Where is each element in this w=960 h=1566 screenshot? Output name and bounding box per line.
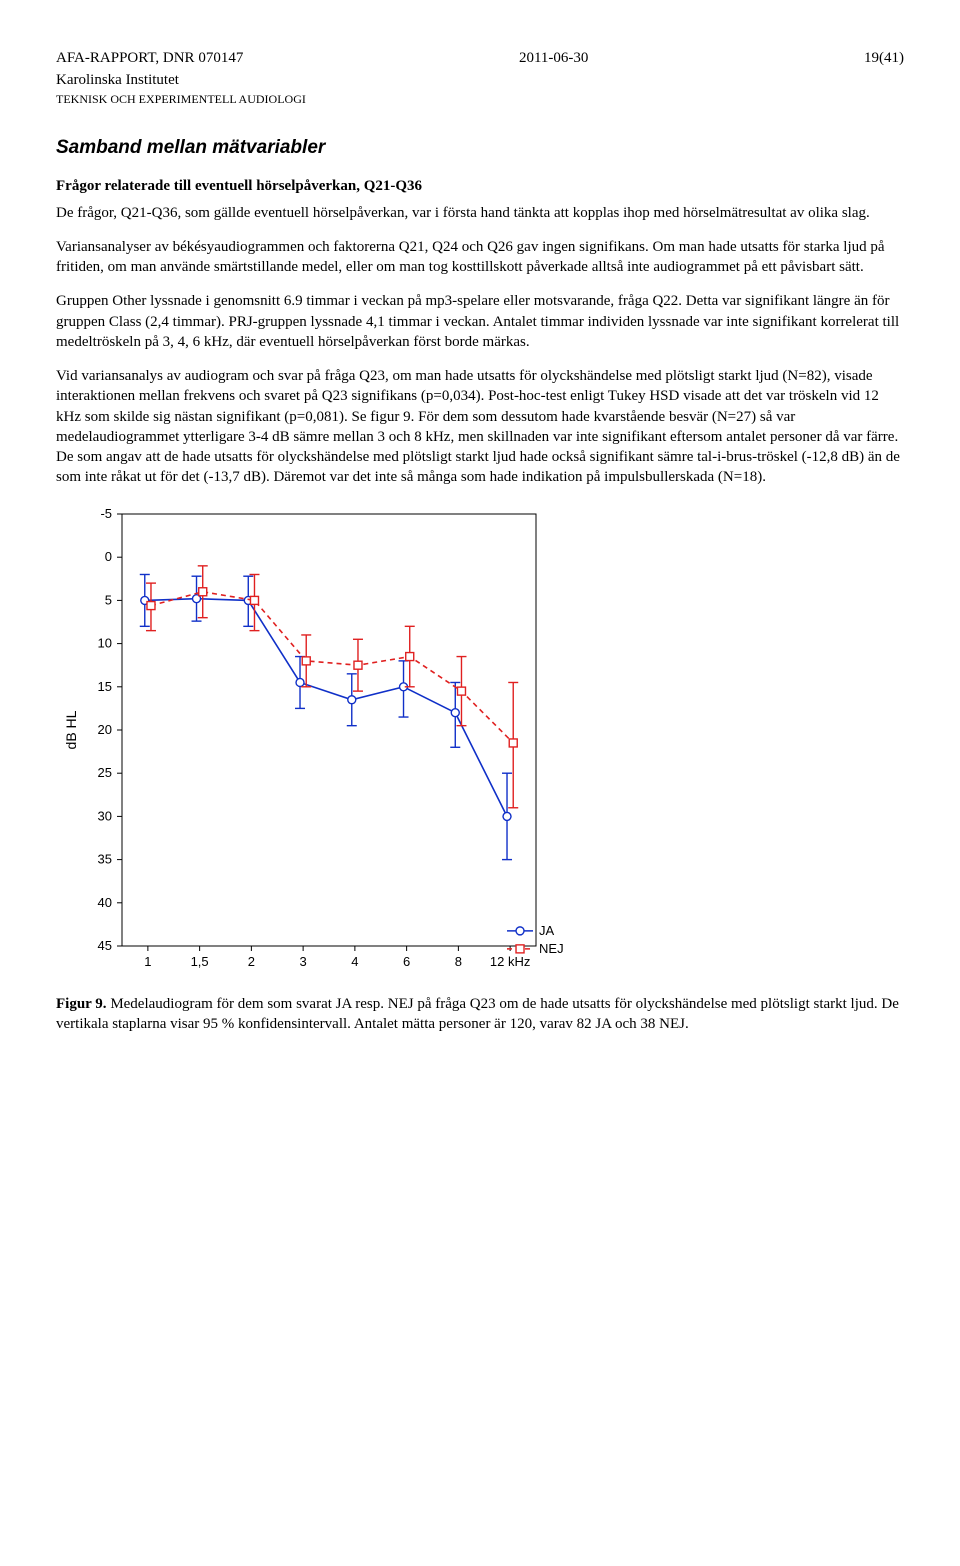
- svg-text:45: 45: [98, 938, 112, 953]
- figure-9-chart: -5 0 5 10 15 20 25 30 35 40 45 dB HL 1 1,5 2 3 4 6 8 12 kHz…: [56, 502, 904, 988]
- svg-text:20: 20: [98, 722, 112, 737]
- page-header: AFA-RAPPORT, DNR 070147 2011-06-30 19(41…: [56, 48, 904, 68]
- figure-caption-text: Medelaudiogram för dem som svarat JA res…: [56, 996, 899, 1032]
- paragraph-2: Variansanalyser av békésyaudiogrammen oc…: [56, 237, 904, 278]
- svg-text:NEJ: NEJ: [539, 940, 564, 955]
- audiogram-chart-svg: -5 0 5 10 15 20 25 30 35 40 45 dB HL 1 1,5 2 3 4 6 8 12 kHz…: [56, 502, 656, 982]
- section-title: Samband mellan mätvariabler: [56, 135, 904, 161]
- svg-text:12 kHz: 12 kHz: [490, 954, 530, 969]
- svg-text:JA: JA: [539, 922, 555, 937]
- department-name: TEKNISK OCH EXPERIMENTELL AUDIOLOGI: [56, 91, 904, 107]
- svg-text:1: 1: [144, 954, 151, 969]
- svg-text:3: 3: [300, 954, 307, 969]
- svg-text:4: 4: [351, 954, 358, 969]
- svg-text:8: 8: [455, 954, 462, 969]
- svg-text:35: 35: [98, 851, 112, 866]
- svg-text:1,5: 1,5: [191, 954, 209, 969]
- svg-text:6: 6: [403, 954, 410, 969]
- report-date: 2011-06-30: [519, 48, 588, 68]
- svg-text:10: 10: [98, 635, 112, 650]
- institute-name: Karolinska Institutet: [56, 70, 904, 90]
- svg-text:15: 15: [98, 678, 112, 693]
- svg-text:0: 0: [105, 549, 112, 564]
- figure-caption: Figur 9. Medelaudiogram för dem som svar…: [56, 994, 904, 1035]
- svg-text:dB HL: dB HL: [63, 710, 79, 749]
- paragraph-3: Gruppen Other lyssnade i genomsnitt 6.9 …: [56, 291, 904, 352]
- report-id: AFA-RAPPORT, DNR 070147: [56, 48, 243, 68]
- svg-text:40: 40: [98, 894, 112, 909]
- svg-text:-5: -5: [100, 506, 112, 521]
- page-number: 19(41): [864, 48, 904, 68]
- paragraph-4: Vid variansanalys av audiogram och svar …: [56, 366, 904, 488]
- svg-text:30: 30: [98, 808, 112, 823]
- svg-text:2: 2: [248, 954, 255, 969]
- svg-text:5: 5: [105, 592, 112, 607]
- svg-text:25: 25: [98, 765, 112, 780]
- paragraph-1: De frågor, Q21-Q36, som gällde eventuell…: [56, 203, 904, 223]
- subsection-heading: Frågor relaterade till eventuell hörselp…: [56, 176, 904, 196]
- figure-label: Figur 9.: [56, 996, 107, 1012]
